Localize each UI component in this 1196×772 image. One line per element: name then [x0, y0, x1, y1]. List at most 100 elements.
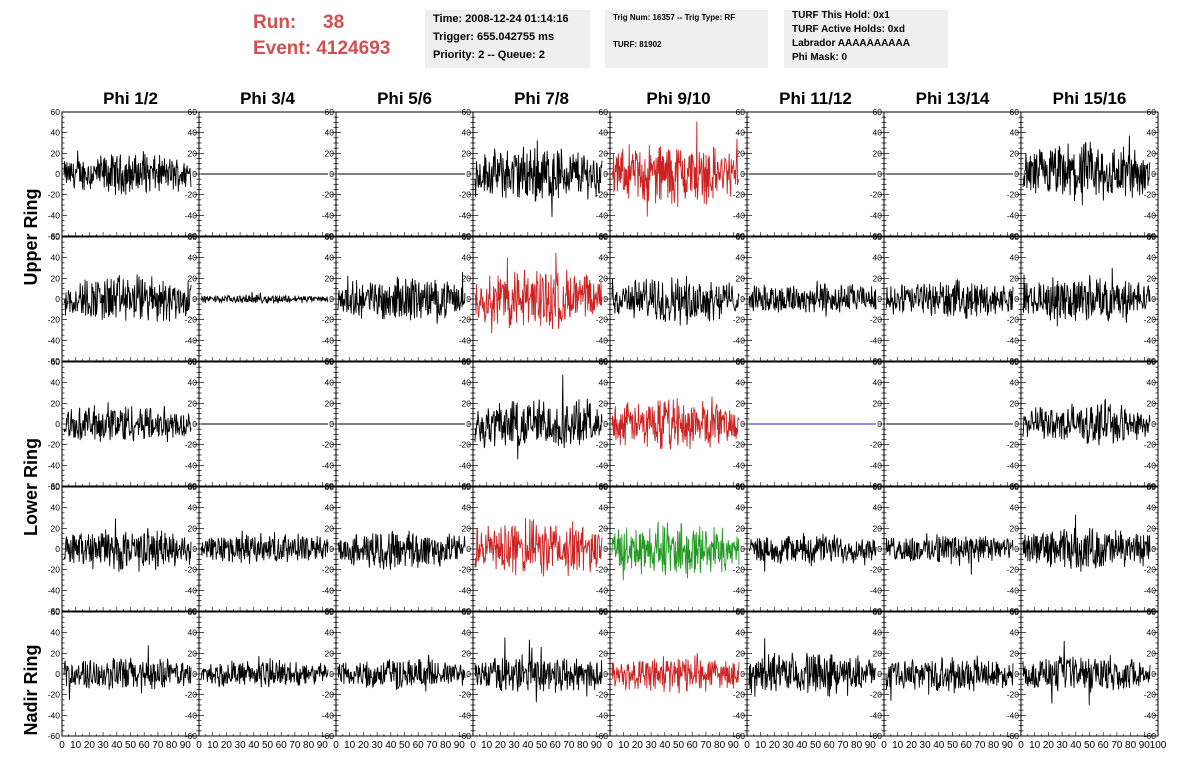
waveform-trace	[63, 402, 192, 443]
x-tick-label: 30	[98, 740, 110, 751]
y-tick-label: 40	[462, 253, 472, 263]
y-tick-label: 60	[188, 107, 198, 117]
y-tick-label: -40	[185, 210, 198, 220]
x-tick-label: 70	[1111, 740, 1123, 751]
y-tick-label: -20	[322, 190, 335, 200]
y-tick-label: 20	[462, 148, 472, 158]
y-tick-label: 60	[1147, 357, 1157, 367]
y-tick-label: 20	[1147, 148, 1157, 158]
y-tick-label: 20	[462, 648, 472, 658]
y-tick-label: 40	[873, 128, 883, 138]
y-tick-label: -40	[48, 710, 61, 720]
x-tick-label: 30	[235, 740, 247, 751]
y-tick-label: 0	[192, 294, 197, 304]
x-tick-label: 70	[700, 740, 712, 751]
y-tick-label: 20	[736, 148, 746, 158]
run-value: 38	[323, 12, 345, 33]
y-tick-label: 20	[873, 398, 883, 408]
y-tick-label: 40	[325, 128, 335, 138]
x-tick-label: 50	[673, 740, 685, 751]
y-tick-label: 0	[192, 419, 197, 429]
y-tick-label: 40	[736, 253, 746, 263]
x-tick-label: 90	[317, 740, 329, 751]
y-tick-label: 0	[329, 419, 334, 429]
x-tick-label: 20	[84, 740, 96, 751]
y-tick-label: -20	[48, 440, 61, 450]
y-tick-label: 20	[51, 523, 61, 533]
y-tick-label: -40	[1144, 585, 1157, 595]
priority-line: Priority: 2 -- Queue: 2	[433, 49, 545, 61]
y-tick-label: -40	[596, 210, 609, 220]
x-tick-label: 80	[988, 740, 1000, 751]
y-tick-label: 60	[599, 607, 609, 617]
y-tick-label: 60	[873, 357, 883, 367]
y-tick-label: 40	[188, 128, 198, 138]
y-tick-label: -40	[733, 460, 746, 470]
x-tick-label: 70	[426, 740, 438, 751]
y-tick-label: 60	[873, 482, 883, 492]
turf-info-box: TURF This Hold: 0x1 TURF Active Holds: 0…	[784, 10, 948, 68]
x-tick-label: 80	[166, 740, 178, 751]
x-tick-label: 0	[881, 740, 887, 751]
y-tick-label: -60	[870, 481, 883, 491]
y-tick-label: 0	[877, 294, 882, 304]
x-tick-label: 90	[728, 740, 740, 751]
x-tick-label: 90	[1002, 740, 1014, 751]
y-tick-label: -40	[1144, 210, 1157, 220]
y-tick-label: -40	[48, 460, 61, 470]
x-tick-label: 50	[947, 740, 959, 751]
y-tick-label: -20	[322, 315, 335, 325]
y-tick-label: -40	[870, 710, 883, 720]
y-tick-label: -60	[1144, 356, 1157, 366]
y-tick-label: 40	[462, 128, 472, 138]
y-tick-label: 60	[736, 482, 746, 492]
y-tick-label: 60	[462, 232, 472, 242]
waveform-trace	[611, 521, 740, 581]
y-tick-label: 40	[325, 253, 335, 263]
y-tick-label: -20	[48, 690, 61, 700]
x-tick-label: 0	[333, 740, 339, 751]
x-tick-label: 80	[1125, 740, 1137, 751]
y-tick-label: 40	[736, 503, 746, 513]
y-tick-label: -60	[322, 606, 335, 616]
column-header: Phi 7/8	[514, 89, 569, 108]
y-tick-label: -60	[870, 356, 883, 366]
y-tick-label: -60	[870, 731, 883, 741]
y-tick-label: -40	[48, 210, 61, 220]
x-tick-label: 20	[1043, 740, 1055, 751]
y-tick-label: -40	[459, 710, 472, 720]
y-tick-label: -60	[733, 606, 746, 616]
y-tick-label: 20	[51, 273, 61, 283]
y-tick-label: 40	[325, 503, 335, 513]
y-tick-label: -20	[459, 315, 472, 325]
waveform-trace	[1022, 399, 1151, 446]
run-event-block: Run: 38 Event: 4124693	[253, 10, 390, 62]
y-tick-label: -40	[1144, 460, 1157, 470]
y-tick-label: 0	[1014, 669, 1019, 679]
y-tick-label: -40	[459, 335, 472, 345]
y-tick-label: 60	[188, 482, 198, 492]
y-tick-label: 0	[466, 294, 471, 304]
y-tick-label: -60	[596, 481, 609, 491]
x-tick-label: 100	[1150, 740, 1167, 751]
y-tick-label: 60	[873, 232, 883, 242]
y-tick-label: -60	[1007, 606, 1020, 616]
phi-mask-line: Phi Mask: 0	[792, 52, 848, 63]
y-tick-label: -20	[870, 315, 883, 325]
x-tick-label: 80	[303, 740, 315, 751]
panel-frame	[198, 236, 337, 362]
y-tick-label: 0	[603, 419, 608, 429]
y-tick-label: -20	[596, 690, 609, 700]
y-tick-label: -20	[185, 440, 198, 450]
y-tick-label: 40	[188, 378, 198, 388]
y-tick-label: 60	[462, 107, 472, 117]
y-tick-label: -40	[596, 585, 609, 595]
y-tick-label: 0	[466, 169, 471, 179]
y-tick-label: -60	[733, 481, 746, 491]
y-tick-label: 40	[325, 628, 335, 638]
x-tick-label: 20	[221, 740, 233, 751]
waveform-trace	[611, 275, 740, 326]
waveform-trace	[1022, 267, 1151, 327]
y-tick-label: -60	[322, 731, 335, 741]
y-tick-label: -40	[870, 210, 883, 220]
